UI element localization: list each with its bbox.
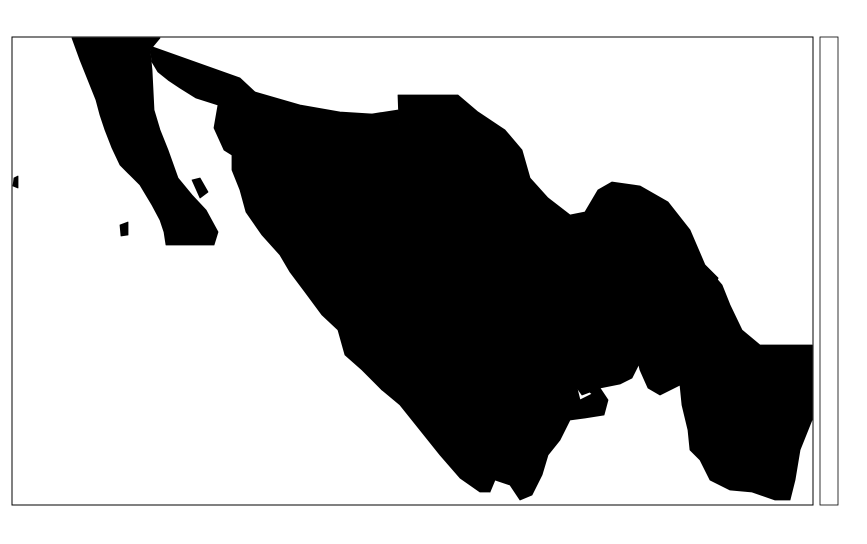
region-sinaloa-nodata xyxy=(357,351,433,429)
region-tamaulipas xyxy=(631,264,813,501)
island-tiburon xyxy=(191,177,209,199)
color-legend-frame xyxy=(819,36,839,506)
island-small xyxy=(119,221,129,237)
region-baja-california xyxy=(71,37,219,246)
region-durango-nodata xyxy=(571,371,591,396)
region-chihuahua-east xyxy=(397,94,549,281)
map-regions xyxy=(12,37,813,501)
island-cedros xyxy=(12,175,19,189)
region-sonora-northwest xyxy=(149,45,256,156)
